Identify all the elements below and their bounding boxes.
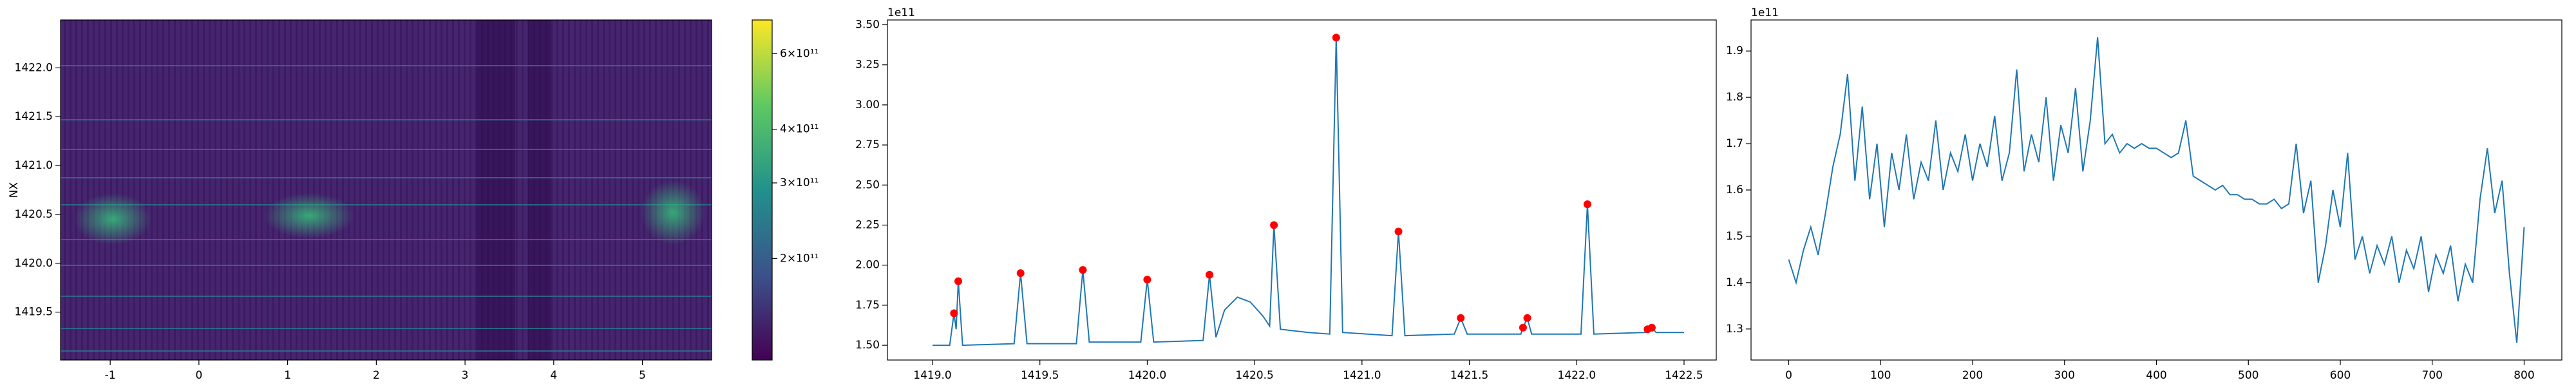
x-tick-label: 200 — [1962, 369, 1983, 382]
colorbar — [752, 20, 772, 360]
x-tick-label: 1420.0 — [1128, 369, 1166, 382]
x-tick-label: 600 — [2330, 369, 2351, 382]
y-tick-label: 1420.0 — [15, 257, 53, 270]
line — [933, 37, 1684, 346]
x-tick-label: 500 — [2238, 369, 2259, 382]
colorbar-tick-label: 2×10¹¹ — [780, 252, 819, 265]
x-tick-label: 700 — [2422, 369, 2443, 382]
y-tick-label: 1.8 — [1726, 91, 1743, 104]
peak-marker — [1457, 314, 1465, 322]
peak-marker — [1143, 276, 1151, 284]
x-tick-label: 1420.5 — [1235, 369, 1273, 382]
x-tick-label: 1422.0 — [1558, 369, 1596, 382]
peak-marker — [954, 277, 963, 285]
peak-marker — [1394, 227, 1403, 236]
peak-marker — [1332, 33, 1340, 42]
x-tick-label: 4 — [550, 369, 557, 382]
axes-frame — [1750, 19, 2562, 361]
y-tick-label: 1422.0 — [15, 61, 53, 74]
y-tick-label: 1.5 — [1726, 230, 1743, 243]
peak-marker — [1519, 323, 1527, 332]
heatmap-image — [61, 20, 712, 360]
colorbar-tick-label: 3×10¹¹ — [780, 176, 819, 189]
peak-marker — [950, 309, 958, 318]
y-axis-label: NX — [8, 182, 21, 198]
y-tick-label: 1421.5 — [15, 110, 53, 123]
colorbar-tick-label: 4×10¹¹ — [780, 123, 819, 136]
x-tick-label: 0 — [1785, 369, 1792, 382]
x-tick-label: 1422.5 — [1665, 369, 1703, 382]
peak-marker — [1583, 200, 1591, 209]
y-tick-label: 3.00 — [855, 99, 880, 111]
offset-text: 1e11 — [887, 6, 915, 19]
x-tick-label: 100 — [1870, 369, 1891, 382]
peak-marker — [1016, 269, 1025, 278]
y-tick-label: 1.75 — [855, 299, 880, 312]
y-tick-label: 1.3 — [1726, 323, 1743, 336]
peak-marker — [1523, 314, 1531, 322]
x-tick-label: 1419.5 — [1021, 369, 1059, 382]
y-tick-label: 1.6 — [1726, 184, 1743, 196]
peak-marker — [1206, 270, 1214, 279]
x-tick-label: 5 — [639, 369, 646, 382]
peak-marker — [1270, 221, 1278, 229]
y-tick-label: 1.9 — [1726, 44, 1743, 57]
colorbar-frame — [752, 19, 773, 361]
y-tick-label: 3.50 — [855, 18, 880, 31]
x-tick-label: 0 — [195, 369, 202, 382]
axes-frame — [887, 19, 1717, 361]
x-tick-label: 1421.5 — [1450, 369, 1488, 382]
y-tick-label: 2.75 — [855, 138, 880, 151]
x-tick-label: 1 — [284, 369, 291, 382]
y-tick-label: 1421.0 — [15, 159, 53, 172]
y-tick-label: 3.25 — [855, 59, 880, 71]
peak-marker — [1647, 323, 1656, 332]
x-tick-label: 400 — [2146, 369, 2166, 382]
offset-text: 1e11 — [1751, 6, 1779, 19]
y-tick-label: 1419.5 — [15, 306, 53, 319]
x-tick-label: 3 — [462, 369, 469, 382]
y-tick-label: 2.50 — [855, 178, 880, 191]
x-tick-label: 2 — [373, 369, 380, 382]
x-tick-label: 300 — [2054, 369, 2075, 382]
peak-marker — [1079, 266, 1087, 274]
y-tick-label: 1420.5 — [15, 208, 53, 221]
y-tick-label: 1.7 — [1726, 137, 1743, 150]
x-tick-label: -1 — [105, 369, 116, 382]
y-tick-label: 1.50 — [855, 339, 880, 352]
axes-frame — [60, 19, 712, 361]
x-tick-label: 1421.0 — [1343, 369, 1381, 382]
y-tick-label: 2.25 — [855, 218, 880, 231]
x-tick-label: 1419.0 — [913, 369, 951, 382]
y-tick-label: 1.4 — [1726, 276, 1743, 289]
x-tick-label: 800 — [2514, 369, 2534, 382]
line — [1788, 37, 2525, 343]
y-tick-label: 2.00 — [855, 259, 880, 272]
colorbar-tick-label: 6×10¹¹ — [780, 47, 819, 60]
